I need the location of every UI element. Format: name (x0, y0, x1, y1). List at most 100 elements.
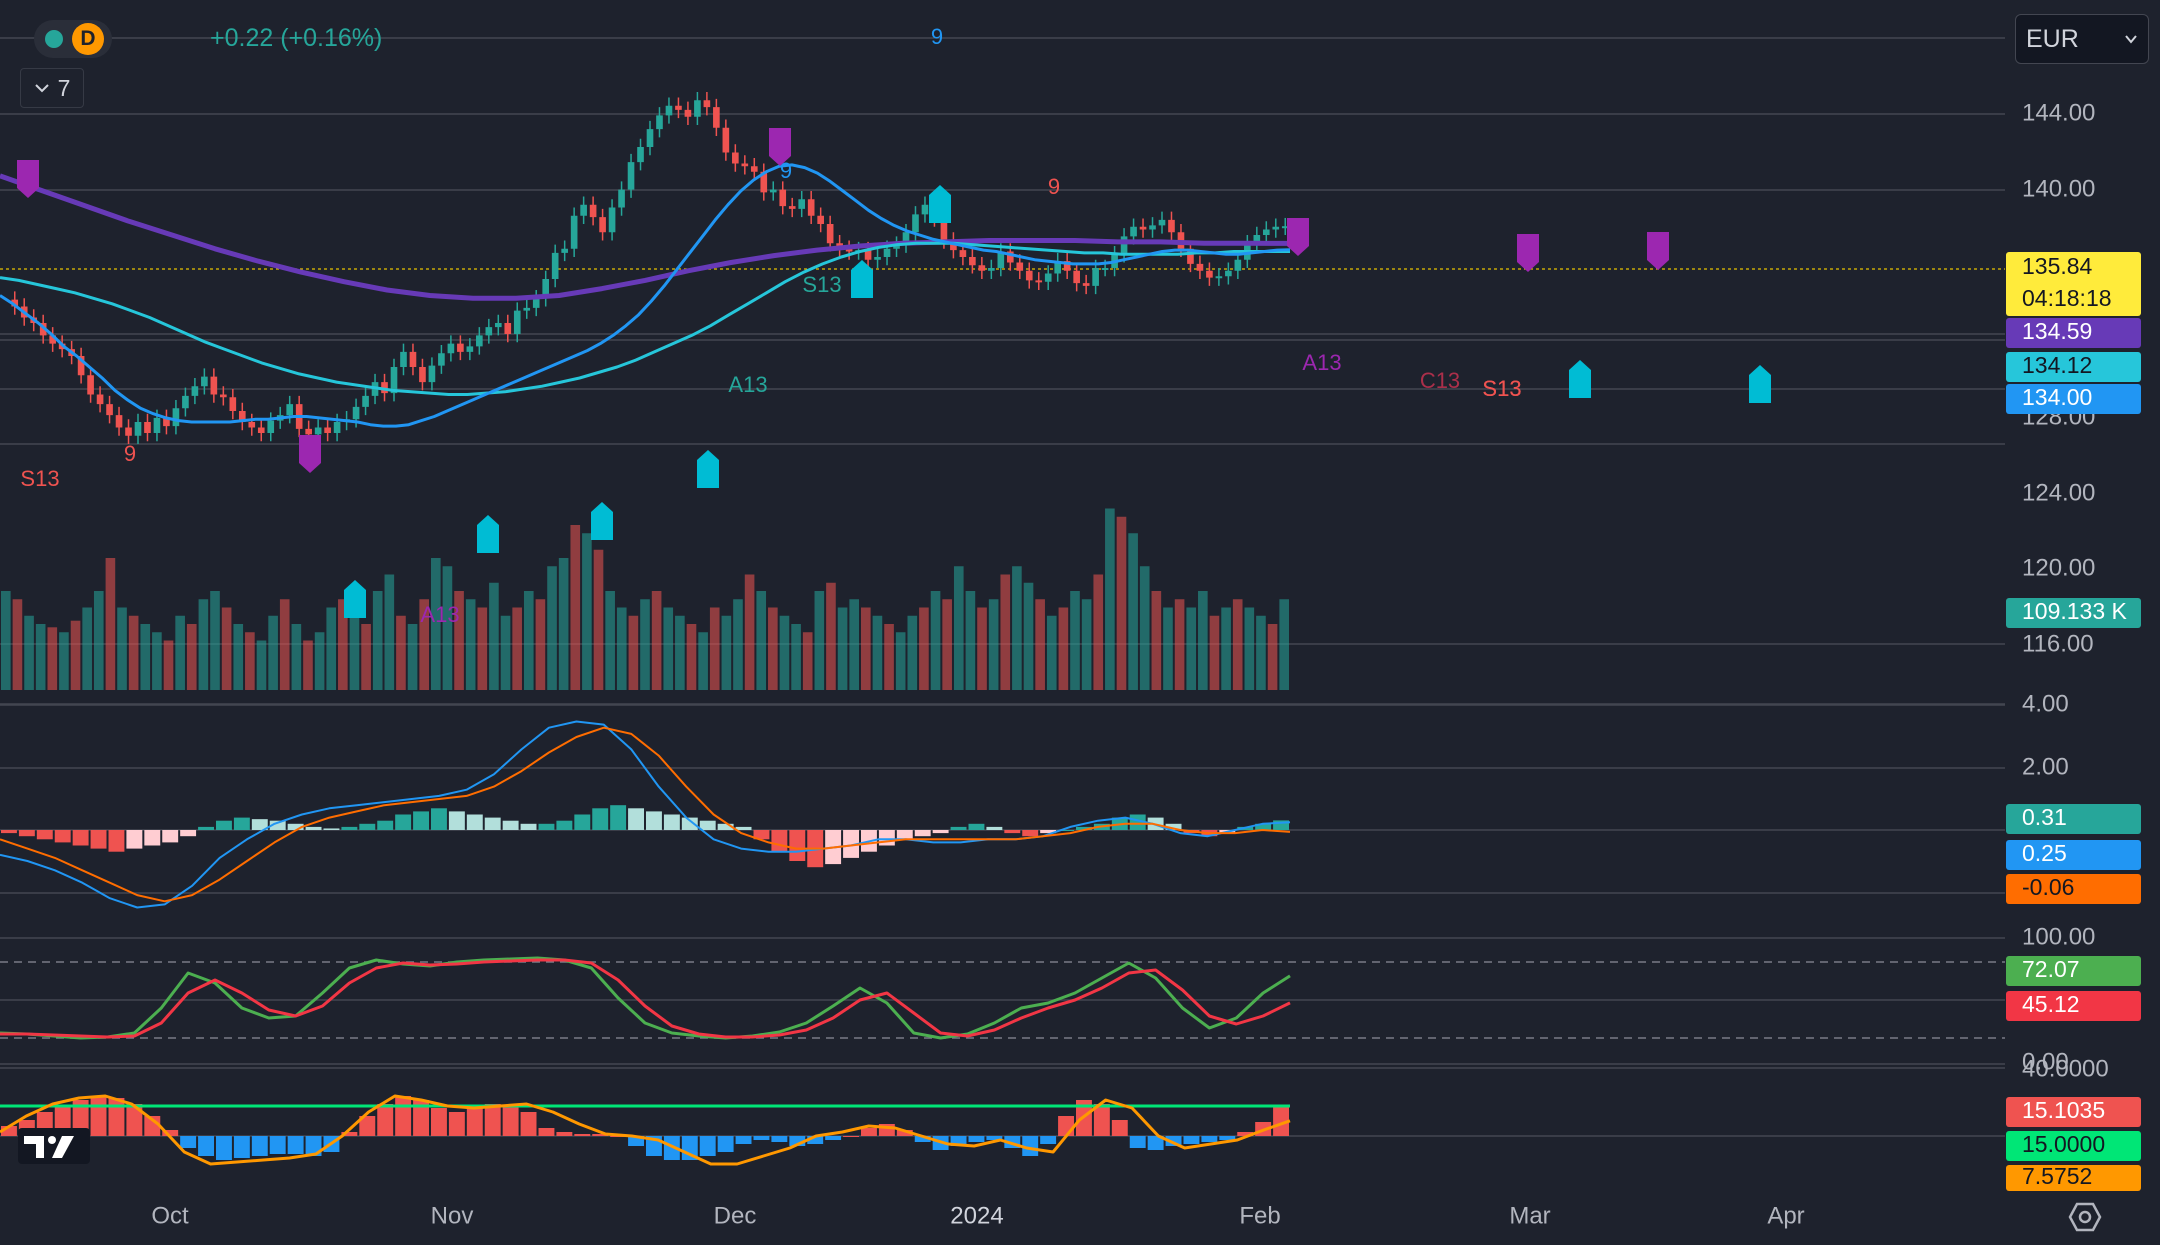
collapse-indicators-button[interactable]: 7 (20, 68, 84, 108)
squeeze-histogram-bar (1237, 1132, 1254, 1136)
candle-body (1196, 263, 1204, 271)
macd-histogram-bar (180, 830, 197, 837)
macd-histogram-bar (287, 823, 304, 830)
macd-histogram-bar (323, 828, 340, 830)
macd-histogram-bar (1129, 814, 1146, 830)
candle-body (248, 422, 256, 428)
volume-bar (616, 607, 627, 690)
candle-body (504, 323, 512, 334)
volume-bar (198, 599, 209, 690)
ema-fast-tag-bg (2006, 384, 2141, 414)
volume-bar (47, 627, 58, 690)
candle-body (1253, 235, 1261, 244)
volume-bar (1, 591, 11, 690)
volume-bar (1116, 516, 1127, 690)
volume-bar (1023, 582, 1034, 690)
squeeze-histogram-bar (1022, 1136, 1039, 1156)
candle-body (476, 335, 483, 347)
volume-bar (512, 607, 522, 690)
sell-setup-marker (1287, 218, 1309, 256)
macd-histogram-bar (574, 814, 591, 830)
x-axis-tick-label: Mar (1509, 1202, 1550, 1229)
squeeze-histogram-bar (1273, 1105, 1289, 1136)
squeeze-value-tag: 15.1035 (2022, 1097, 2105, 1123)
buy-arrow-marker (591, 502, 613, 540)
squeeze-histogram-bar (108, 1098, 125, 1136)
td-count-label: A13 (728, 372, 767, 397)
volume-bar (1093, 574, 1104, 690)
volume-bar (651, 591, 662, 690)
squeeze-histogram-bar (699, 1136, 716, 1156)
tradingview-logo[interactable] (18, 1128, 90, 1164)
volume-bar (186, 624, 197, 690)
volume-bar (175, 615, 185, 690)
candle-body (1082, 283, 1090, 286)
squeeze-histogram-bar (287, 1136, 304, 1154)
candle-body (940, 218, 948, 241)
currency-select[interactable]: EUR (2015, 14, 2149, 64)
candle-body (1234, 259, 1242, 271)
x-axis-tick-label: Nov (431, 1202, 474, 1229)
candle-body (11, 299, 19, 307)
volume-bar (919, 607, 929, 690)
macd-histogram-bar (592, 808, 609, 830)
squeeze-histogram-bar (1058, 1116, 1074, 1136)
macd-histogram-bar (54, 830, 71, 843)
td-count-label: 9 (1048, 174, 1060, 199)
macd-signal-tag-bg (2006, 840, 2141, 870)
macd-histogram-bar (413, 811, 429, 830)
volume-bar (279, 599, 290, 690)
candle-body (106, 404, 113, 416)
volume-bar (523, 591, 534, 690)
macd-histogram-bar (646, 811, 662, 830)
candle-body (447, 343, 455, 354)
volume-bar (756, 591, 767, 690)
squeeze-histogram-bar (896, 1130, 913, 1136)
candle-body (950, 240, 957, 251)
squeeze-histogram-bar (1129, 1136, 1146, 1148)
settings-icon[interactable] (2068, 1200, 2102, 1234)
macd-histogram-bar (90, 830, 107, 849)
y-axis-tick-label: 100.00 (2022, 923, 2095, 950)
macd-histogram-bar (538, 823, 555, 830)
td-count-label: A13 (1302, 350, 1341, 375)
volume-bar (128, 615, 139, 690)
candle-body (732, 152, 739, 164)
macd-histogram-bar (431, 808, 447, 830)
squeeze-histogram-bar (592, 1134, 609, 1136)
chevron-down-icon (34, 84, 49, 93)
symbol-pill[interactable]: D (34, 20, 112, 58)
squeeze-histogram-bar (466, 1108, 483, 1136)
volume-bar (361, 624, 371, 690)
candle-body (978, 265, 986, 271)
volume-bar (35, 624, 46, 690)
candle-body (1281, 226, 1289, 229)
volume-bar (907, 615, 918, 690)
volume-bar (849, 599, 859, 690)
squeeze-histogram-bar (1201, 1136, 1218, 1142)
squeeze-histogram-bar (502, 1106, 519, 1136)
chevron-down-icon (2125, 35, 2137, 44)
squeeze-histogram-bar (251, 1136, 268, 1156)
volume-bar (779, 615, 790, 690)
stoch-d-line (0, 958, 1291, 1039)
candle-body (238, 411, 246, 422)
y-axis-tick-label: 144.00 (2022, 99, 2095, 126)
volume-bar (59, 632, 69, 690)
macd-histogram-bar (305, 826, 322, 830)
macd-histogram-bar (341, 826, 358, 830)
candle-body (191, 386, 199, 396)
x-axis-tick-label: Apr (1767, 1202, 1804, 1229)
volume-bar (1012, 566, 1022, 690)
candle-body (257, 427, 265, 433)
squeeze-histogram-bar (1165, 1136, 1182, 1146)
squeeze-histogram-bar (843, 1136, 859, 1137)
macd-histogram-bar (36, 830, 53, 840)
interval-badge[interactable]: D (72, 23, 104, 55)
candle-body (902, 232, 910, 245)
td-count-label: S13 (802, 272, 841, 297)
squeeze-histogram-bar (735, 1136, 752, 1144)
candle-body (286, 404, 294, 416)
